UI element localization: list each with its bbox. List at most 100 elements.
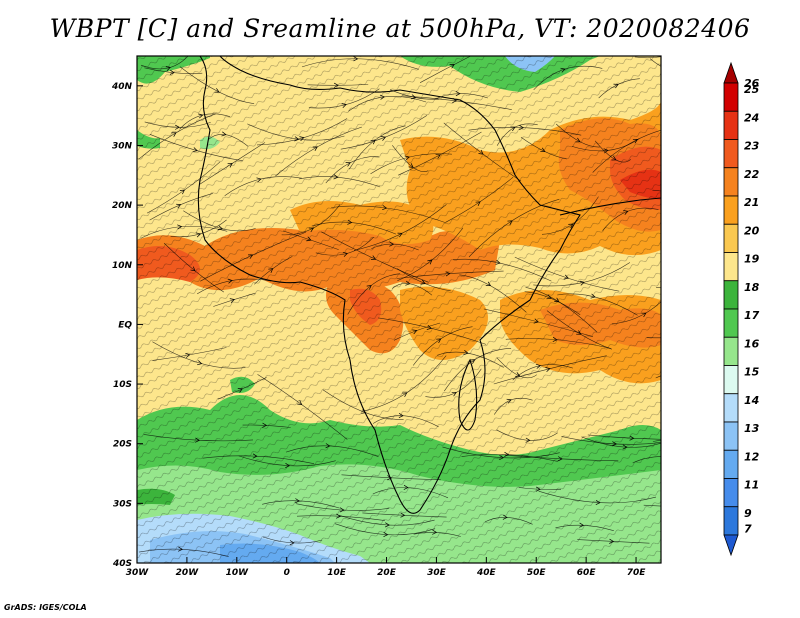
lat-tick-label: 20S: [113, 440, 132, 450]
streamline-arrow: [575, 137, 581, 143]
streamline-arrow: [411, 94, 417, 100]
streamline-arrow: [404, 155, 410, 161]
streamline-arrow: [613, 83, 619, 89]
colorbar-swatch: [723, 139, 739, 169]
streamline-arrow: [540, 147, 546, 153]
streamline-arrow: [227, 163, 233, 168]
streamline-arrow: [470, 359, 476, 364]
colorbar-swatch: [723, 506, 739, 536]
streamline-arrow: [195, 232, 202, 238]
streamline-arrow: [525, 437, 531, 443]
streamline-arrow: [506, 398, 512, 404]
streamline-arrow: [507, 220, 513, 225]
colorbar-label: 18: [744, 281, 760, 294]
streamline-arrow: [333, 174, 339, 180]
streamline-arrow: [403, 484, 409, 490]
streamline-arrow: [179, 189, 185, 195]
streamline-arrow: [451, 391, 457, 397]
streamline-arrow: [609, 538, 615, 544]
streamline-arrow: [383, 532, 389, 538]
streamline-arrow: [171, 132, 177, 137]
streamline-arrow: [247, 254, 254, 259]
streamline-arrow: [237, 388, 243, 393]
lat-tick-label: 30N: [112, 141, 133, 151]
colorbar-label: 9: [744, 507, 752, 520]
colorbar-label: 13: [744, 422, 760, 435]
streamline-arrow: [345, 162, 351, 167]
streamline-arrow: [294, 498, 300, 504]
streamline-arrow: [175, 124, 180, 130]
streamline-arrow: [169, 69, 175, 75]
lat-tick-label: EQ: [118, 320, 132, 330]
streamline-arrow: [214, 88, 220, 93]
colorbar-swatch: [723, 534, 739, 557]
lon-tick-label: 20W: [176, 568, 200, 578]
streamline-arrow: [221, 131, 227, 137]
streamline-arrow: [366, 284, 372, 290]
streamline-arrow: [252, 453, 258, 459]
streamline-arrow: [706, 291, 710, 295]
streamline-arrow: [495, 259, 501, 265]
colorbar-label: 11: [744, 479, 759, 492]
streamline-arrow: [339, 507, 345, 513]
streamline-arrow: [426, 324, 433, 330]
colorbar-swatch: [723, 110, 739, 140]
streamline-arrow: [325, 443, 331, 449]
colorbar-swatch: [723, 223, 739, 253]
streamline-arrow: [427, 259, 433, 265]
streamline-arrow: [333, 82, 339, 88]
streamline-arrow: [177, 224, 183, 230]
colorbar-swatch: [723, 82, 739, 112]
colorbar-swatch: [723, 61, 739, 84]
lat-tick-label: 40N: [111, 82, 133, 92]
streamline-arrow: [449, 64, 455, 69]
streamline-arrow: [475, 201, 481, 206]
colorbar-label: 7: [744, 522, 752, 535]
streamline-arrow: [499, 455, 505, 461]
colorbar-label: 12: [744, 450, 760, 463]
streamline-arrow: [370, 255, 377, 260]
streamline-arrow: [445, 271, 451, 277]
lon-tick-label: 50E: [527, 568, 547, 578]
streamline-arrow: [397, 232, 403, 238]
streamline-arrow: [690, 334, 694, 338]
streamline-arrow: [262, 422, 268, 428]
lon-tick-label: 40E: [476, 568, 497, 578]
streamline-arrow: [667, 191, 672, 195]
streamline-arrow: [400, 512, 406, 518]
streamline-arrow: [198, 113, 204, 119]
colorbar-swatch: [723, 167, 739, 197]
streamline-arrow: [312, 146, 318, 151]
streamline-arrow: [420, 279, 426, 285]
streamline-arrow: [676, 437, 680, 441]
streamline-arrow: [197, 360, 203, 366]
streamline: [632, 456, 661, 464]
streamline-arrow: [342, 251, 348, 257]
latitude-axis: 40N 30N 20N 10N EQ 10S 20S 30S 40S: [111, 82, 143, 569]
colorbar-label: 15: [744, 366, 760, 379]
streamline-arrow: [519, 125, 525, 131]
colorbar-swatch: [723, 478, 739, 508]
streamline-arrow: [455, 91, 461, 97]
streamline-arrow: [533, 318, 539, 324]
streamline-arrow: [676, 505, 680, 509]
lat-tick-label: 10S: [113, 380, 132, 390]
streamline-arrow: [435, 154, 441, 159]
map-title: WBPT [C] and Sreamline at 500hPa, VT: 20…: [49, 14, 751, 43]
streamline-arrow: [185, 352, 191, 358]
streamline-arrow: [485, 281, 492, 287]
streamline-arrow: [611, 441, 618, 447]
streamline-arrow: [192, 147, 198, 153]
streamline-arrow: [535, 363, 542, 369]
streamline-arrow: [502, 514, 508, 520]
plot-area: [137, 56, 710, 563]
colorbar-swatch: [723, 421, 739, 451]
streamline-arrow: [285, 463, 291, 469]
colorbar-label: 23: [744, 140, 760, 153]
streamline-arrow: [347, 219, 353, 225]
streamline-arrow: [579, 280, 585, 286]
streamline-arrow: [176, 203, 182, 209]
streamline-arrow: [504, 451, 510, 457]
streamline-arrow: [515, 372, 521, 377]
